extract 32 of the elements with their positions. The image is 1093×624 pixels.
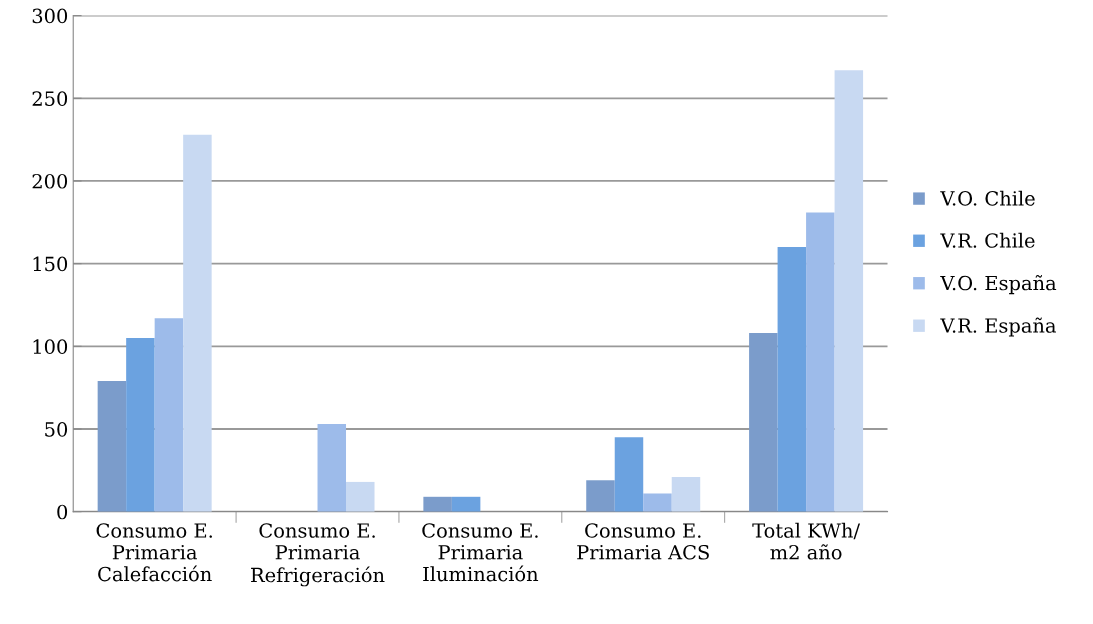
bar xyxy=(671,476,701,512)
x-tick-label: Consumo E. Primaria ACS xyxy=(577,523,709,560)
y-tick-label: 250 xyxy=(32,91,68,106)
y-tick-label: 200 xyxy=(32,173,68,189)
bar xyxy=(346,481,375,512)
bar xyxy=(834,70,864,512)
bar xyxy=(749,333,778,512)
bar xyxy=(423,496,452,512)
y-tick-label: 100 xyxy=(33,339,68,354)
x-tick-label: Consumo E. Primaria Calefacción xyxy=(96,523,212,582)
legend-label: V.O. España xyxy=(940,274,1057,295)
y-tick-label: 150 xyxy=(33,256,68,272)
legend-label: V.O. Chile xyxy=(940,190,1035,206)
x-tick-label: Consumo E. Primaria Refrigeración xyxy=(251,523,385,587)
x-tick-label: Total KWh/ m2 año xyxy=(752,522,861,560)
bar xyxy=(643,493,672,512)
y-tick-label: 0 xyxy=(57,504,68,520)
bar xyxy=(451,496,481,512)
bar xyxy=(586,480,615,512)
legend-label: V.R. Chile xyxy=(940,232,1035,248)
x-tick-label: Consumo E. Primaria Iluminación xyxy=(422,523,539,582)
bar xyxy=(806,212,835,512)
bar xyxy=(183,134,212,512)
bar xyxy=(126,338,155,512)
y-tick-label: 50 xyxy=(45,421,68,437)
bar xyxy=(97,381,127,512)
y-tick-label: 300 xyxy=(32,8,68,24)
bar xyxy=(777,247,807,512)
bar xyxy=(317,424,347,512)
legend-label: V.R. España xyxy=(940,317,1056,337)
bar xyxy=(154,318,184,512)
bar xyxy=(614,437,644,512)
